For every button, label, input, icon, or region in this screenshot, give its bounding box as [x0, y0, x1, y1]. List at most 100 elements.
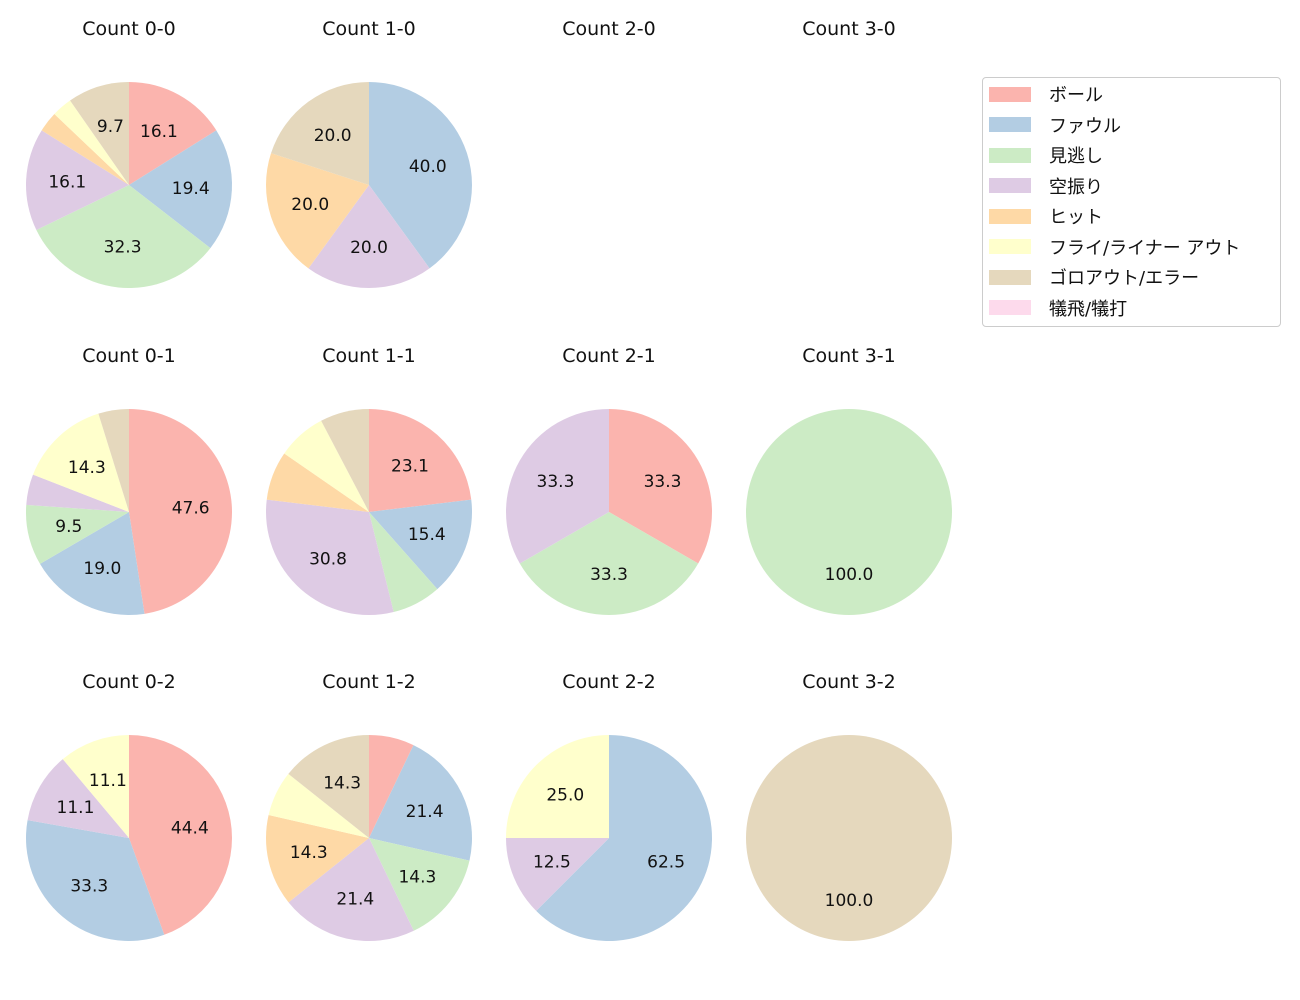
pie-slice-0: [369, 735, 414, 838]
pie-slice-3: [26, 130, 130, 231]
pie-count-1-0: Count 1-0 40.0 20.0 20.0 20.0: [266, 18, 472, 288]
slice-label: 9.5: [55, 517, 82, 537]
pie-slice-2: [746, 409, 952, 615]
legend-item: ヒット: [989, 204, 1103, 228]
slice-label: 40.0: [409, 157, 447, 177]
slice-label: 20.0: [291, 195, 329, 215]
slice-label: 25.0: [546, 785, 584, 805]
pie-slice-1: [25, 820, 165, 941]
legend-swatch: [989, 86, 1031, 102]
legend-label: 見逃し: [1049, 146, 1103, 167]
pie-slice-1: [536, 735, 713, 941]
pie-slice-6: [98, 409, 129, 512]
legend-label: 犠飛/犠打: [1049, 298, 1128, 320]
pie-slice-4: [41, 114, 129, 185]
legend-label: フライ/ライナー アウト: [1049, 237, 1241, 259]
legend: ボールファウル見逃し空振りヒットフライ/ライナー アウトゴロアウト/エラー犠飛/…: [982, 77, 1281, 327]
slice-label: 15.4: [408, 525, 446, 545]
legend-item: ボール: [989, 82, 1103, 106]
pie-slice-6: [70, 82, 129, 185]
pie-slice-1: [369, 499, 472, 590]
pie-slice-5: [284, 420, 369, 512]
pie-slice-5: [32, 413, 129, 512]
pie-title: Count 1-0: [322, 18, 416, 40]
pie-slice-0: [129, 82, 217, 185]
slice-label: 21.4: [406, 802, 444, 822]
slice-label: 14.3: [323, 773, 361, 793]
legend-label: ファウル: [1049, 115, 1121, 137]
pie-title: Count 3-1: [802, 345, 896, 367]
slice-label: 19.4: [172, 179, 210, 199]
pie-slice-0: [369, 409, 472, 512]
pie-slice-1: [369, 745, 472, 861]
legend-item: 空振り: [989, 174, 1103, 198]
slice-label: 19.0: [83, 559, 121, 579]
pie-slice-3: [26, 474, 130, 512]
pie-slice-6: [746, 735, 952, 941]
pie-title: Count 1-1: [322, 345, 416, 367]
pie-count-3-2: Count 3-2 100.0: [746, 671, 952, 941]
legend-swatch: [989, 239, 1031, 254]
pie-slice-3: [265, 499, 394, 615]
pie-slice-1: [369, 82, 472, 269]
pie-count-0-1: Count 0-1 47.6 19.0 9.5 14.3: [25, 345, 232, 615]
pie-slice-2: [519, 512, 699, 615]
legend-label: 空振り: [1049, 176, 1103, 198]
legend-item: フライ/ライナー アウト: [989, 235, 1240, 259]
pie-count-2-2: Count 2-2 62.5 12.5 25.0: [506, 671, 713, 941]
pie-slice-5: [268, 773, 369, 838]
pie-slice-0: [609, 409, 712, 564]
slice-label: 12.5: [533, 853, 571, 873]
legend-swatch: [989, 178, 1031, 193]
pie-slice-0: [129, 409, 232, 614]
legend-label: ヒット: [1049, 207, 1103, 228]
slice-label: 16.1: [140, 122, 178, 142]
slice-label: 20.0: [350, 238, 388, 258]
pie-title: Count 0-2: [82, 671, 176, 693]
pie-count-2-1: Count 2-1 33.3 33.3 33.3: [506, 345, 712, 615]
slice-label: 33.3: [537, 472, 575, 492]
pie-slice-1: [40, 512, 145, 615]
legend-item: ゴロアウト/エラー: [989, 265, 1199, 289]
pie-slice-3: [27, 759, 129, 838]
slice-label: 44.4: [171, 818, 209, 838]
pie-title: Count 0-1: [82, 345, 176, 367]
slice-label: 33.3: [70, 876, 108, 896]
legend-item: ファウル: [989, 113, 1121, 137]
pie-slice-2: [369, 512, 438, 613]
pie-title: Count 3-0: [802, 18, 896, 40]
pie-count-3-0: Count 3-0: [802, 18, 896, 40]
pie-title: Count 1-2: [322, 671, 416, 693]
slice-label: 100.0: [825, 565, 874, 585]
pie-slice-4: [266, 453, 369, 512]
slice-label: 23.1: [391, 457, 429, 477]
pie-title: Count 2-0: [562, 18, 656, 40]
slice-label: 30.8: [309, 549, 347, 569]
pie-slice-3: [288, 838, 414, 941]
legend-swatch: [989, 269, 1031, 285]
pie-slice-1: [129, 130, 232, 249]
slice-label: 33.3: [590, 565, 628, 585]
pie-title: Count 3-2: [802, 671, 896, 693]
slice-label: 20.0: [314, 126, 352, 146]
pie-slice-2: [369, 838, 470, 931]
slice-label: 100.0: [825, 891, 874, 911]
pie-slice-3: [506, 409, 609, 564]
legend-swatch: [989, 147, 1031, 163]
legend-item: 犠飛/犠打: [989, 296, 1127, 320]
legend-item: 見逃し: [989, 143, 1103, 167]
pie-slice-6: [271, 82, 369, 185]
pie-slice-5: [506, 735, 609, 838]
pie-title: Count 0-0: [82, 18, 176, 40]
pie-slice-5: [54, 100, 129, 185]
slice-label: 14.3: [68, 458, 106, 478]
pie-slice-4: [266, 815, 369, 903]
pie-slice-6: [321, 409, 369, 512]
pie-count-2-0: Count 2-0: [562, 18, 656, 40]
pie-title: Count 2-1: [562, 345, 656, 367]
pie-slice-3: [308, 185, 430, 288]
slice-label: 21.4: [336, 889, 374, 909]
slice-label: 16.1: [48, 173, 86, 193]
pie-slice-6: [288, 735, 369, 838]
